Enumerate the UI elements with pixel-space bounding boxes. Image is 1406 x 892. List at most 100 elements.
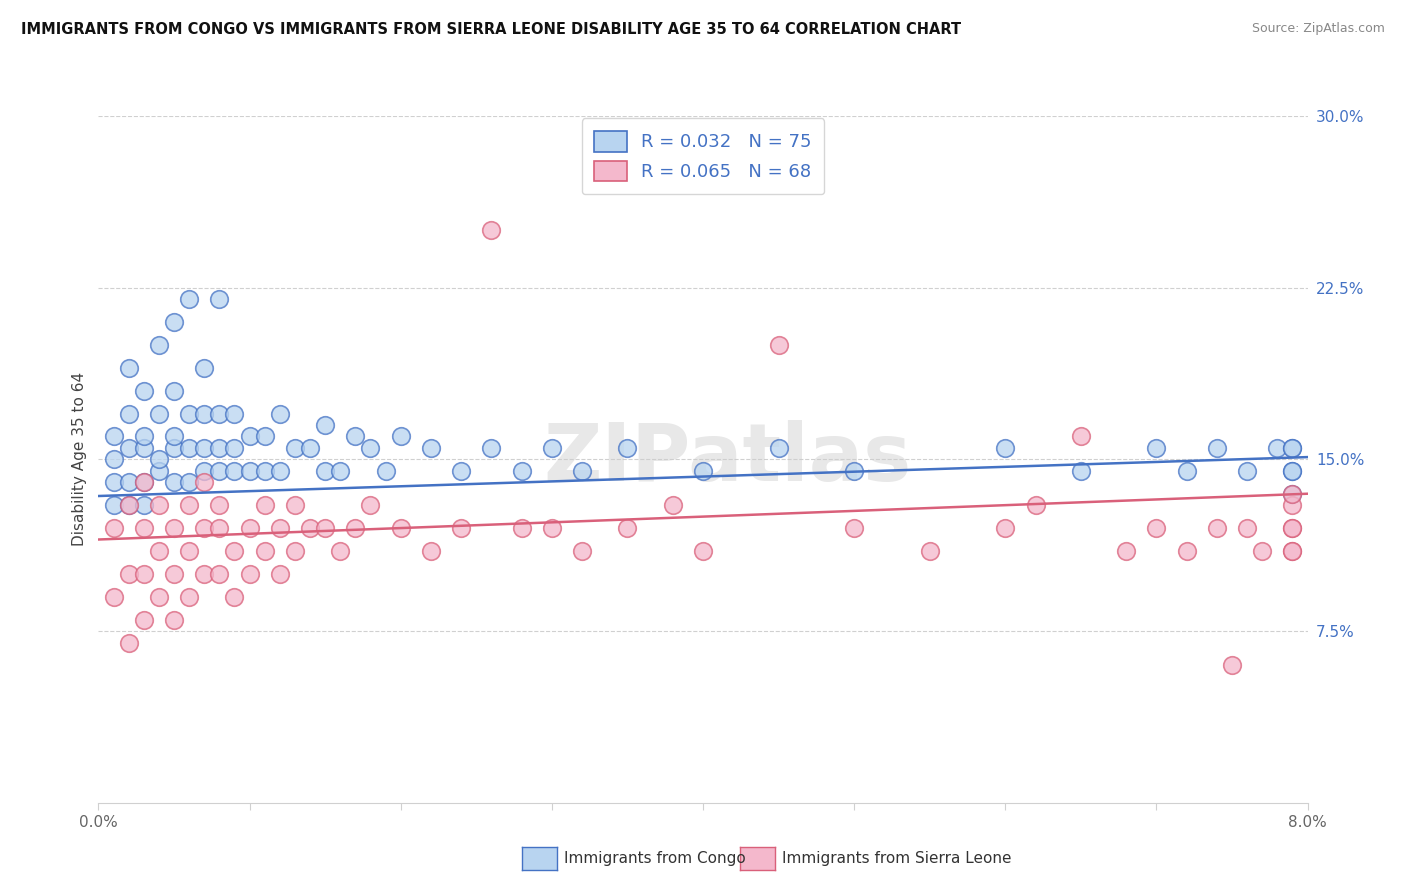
Point bbox=[481, 223, 503, 237]
Point bbox=[314, 417, 336, 433]
Point bbox=[148, 498, 170, 512]
Point bbox=[193, 521, 215, 535]
Point bbox=[450, 521, 472, 535]
Point bbox=[844, 521, 866, 535]
Point bbox=[118, 441, 141, 455]
Point bbox=[208, 464, 231, 478]
Point bbox=[374, 464, 396, 478]
Point bbox=[571, 544, 593, 558]
Point bbox=[1146, 441, 1168, 455]
Point bbox=[1206, 521, 1229, 535]
Point bbox=[284, 441, 307, 455]
Point bbox=[1070, 464, 1092, 478]
Point bbox=[1206, 441, 1229, 455]
Point bbox=[193, 441, 215, 455]
Point bbox=[118, 635, 141, 649]
Point bbox=[314, 521, 336, 535]
Point bbox=[510, 521, 533, 535]
Point bbox=[118, 498, 141, 512]
Point bbox=[571, 464, 593, 478]
Point bbox=[118, 566, 141, 581]
Point bbox=[148, 544, 170, 558]
Point bbox=[163, 613, 186, 627]
Point bbox=[103, 475, 125, 490]
Point bbox=[253, 498, 276, 512]
Point bbox=[692, 544, 714, 558]
Point bbox=[1175, 464, 1198, 478]
Point bbox=[314, 464, 336, 478]
Point bbox=[148, 464, 170, 478]
Point bbox=[239, 464, 262, 478]
Point bbox=[420, 441, 443, 455]
Point bbox=[132, 521, 155, 535]
Point bbox=[179, 475, 201, 490]
Text: ZIPatlas: ZIPatlas bbox=[543, 420, 911, 499]
Point bbox=[344, 521, 367, 535]
Y-axis label: Disability Age 35 to 64: Disability Age 35 to 64 bbox=[72, 372, 87, 547]
Point bbox=[360, 498, 382, 512]
Point bbox=[360, 441, 382, 455]
Point bbox=[148, 338, 170, 352]
Point bbox=[118, 407, 141, 421]
Text: Immigrants from Congo: Immigrants from Congo bbox=[564, 852, 745, 866]
Point bbox=[132, 566, 155, 581]
Point bbox=[208, 566, 231, 581]
Point bbox=[662, 498, 685, 512]
Point bbox=[1175, 544, 1198, 558]
Point bbox=[224, 590, 246, 604]
Point bbox=[163, 441, 186, 455]
Point bbox=[269, 407, 291, 421]
Point bbox=[193, 464, 215, 478]
Point bbox=[1281, 487, 1303, 501]
Point bbox=[179, 498, 201, 512]
Point bbox=[148, 452, 170, 467]
Point bbox=[253, 429, 276, 443]
Point bbox=[541, 521, 564, 535]
Text: Immigrants from Sierra Leone: Immigrants from Sierra Leone bbox=[782, 852, 1011, 866]
Point bbox=[163, 566, 186, 581]
Point bbox=[994, 521, 1017, 535]
Point bbox=[103, 452, 125, 467]
Point bbox=[193, 475, 215, 490]
Point bbox=[132, 384, 155, 398]
Point bbox=[299, 441, 322, 455]
Point bbox=[768, 441, 790, 455]
Point bbox=[163, 384, 186, 398]
Point bbox=[1236, 521, 1258, 535]
Point bbox=[208, 292, 231, 306]
Point bbox=[193, 407, 215, 421]
Point bbox=[208, 521, 231, 535]
Point bbox=[1236, 464, 1258, 478]
Point bbox=[163, 475, 186, 490]
Point bbox=[1281, 521, 1303, 535]
Point bbox=[179, 441, 201, 455]
Point bbox=[344, 429, 367, 443]
Point bbox=[179, 292, 201, 306]
Point bbox=[1025, 498, 1047, 512]
Point bbox=[208, 441, 231, 455]
Point bbox=[1281, 464, 1303, 478]
Point bbox=[224, 441, 246, 455]
Point bbox=[239, 429, 262, 443]
Point bbox=[1281, 441, 1303, 455]
Point bbox=[208, 407, 231, 421]
Point bbox=[132, 475, 155, 490]
Point bbox=[132, 441, 155, 455]
Point bbox=[1281, 441, 1303, 455]
Point bbox=[132, 498, 155, 512]
Point bbox=[1220, 658, 1243, 673]
Point bbox=[284, 544, 307, 558]
Point bbox=[1281, 464, 1303, 478]
Point bbox=[918, 544, 941, 558]
Point bbox=[118, 498, 141, 512]
Point bbox=[541, 441, 564, 455]
Point bbox=[1070, 429, 1092, 443]
Point bbox=[224, 407, 246, 421]
Point bbox=[389, 429, 412, 443]
Point bbox=[269, 464, 291, 478]
Point bbox=[148, 407, 170, 421]
Point bbox=[148, 590, 170, 604]
Point bbox=[118, 475, 141, 490]
Point bbox=[253, 464, 276, 478]
Point bbox=[253, 544, 276, 558]
